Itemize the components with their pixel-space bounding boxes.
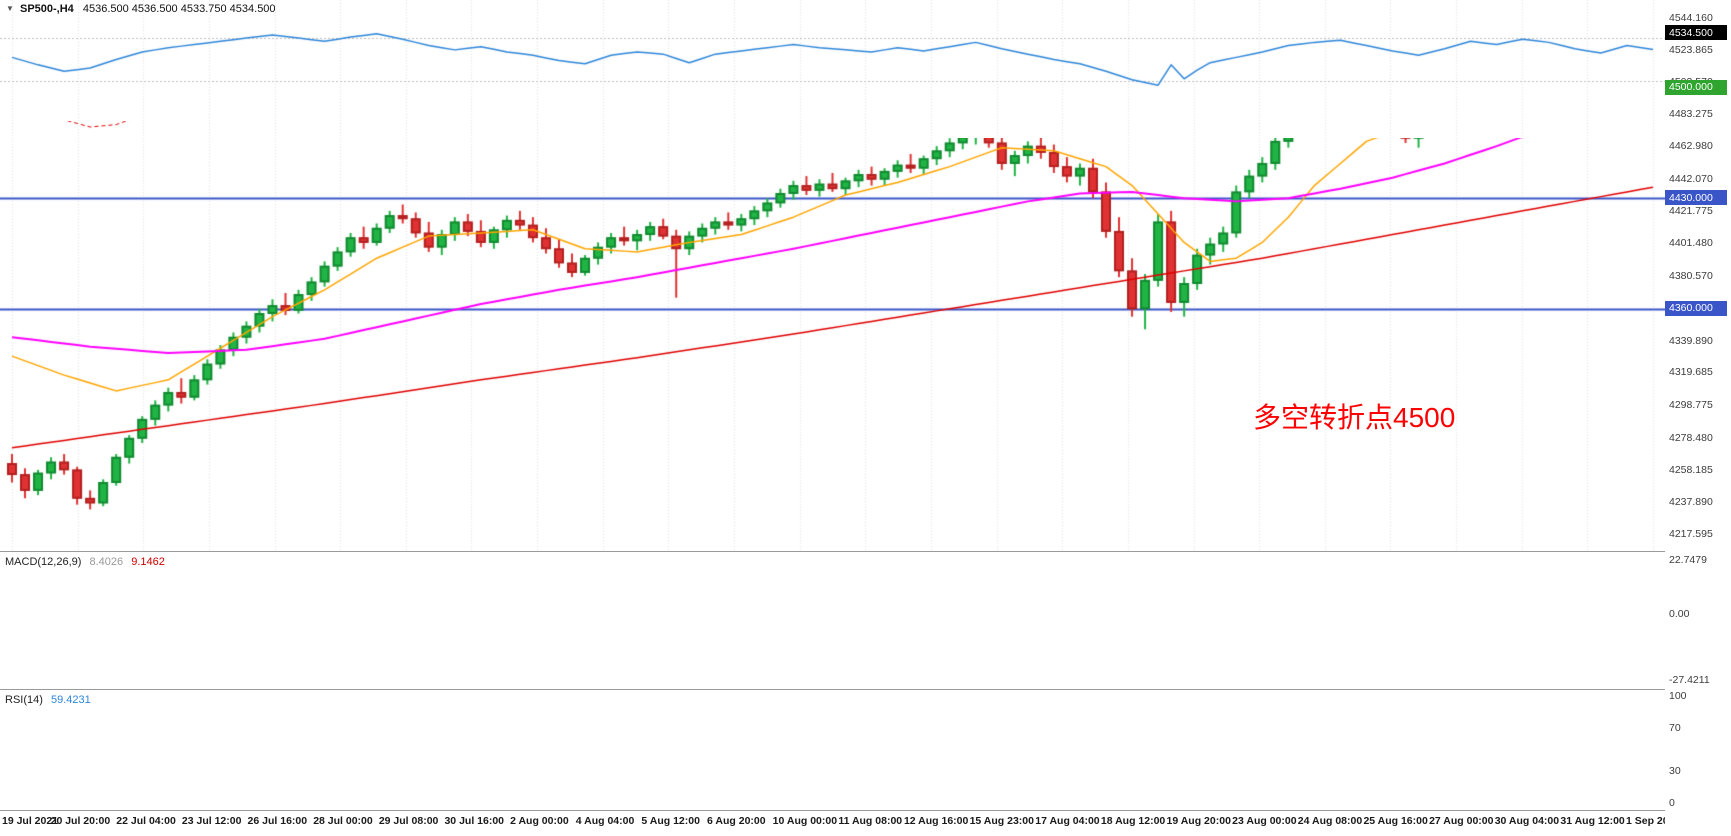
time-axis-label: 19 Jul 2021 bbox=[2, 815, 59, 827]
rsi-axis-label: 0 bbox=[1669, 797, 1675, 809]
time-axis[interactable]: 19 Jul 2021 20 Jul 20:00 22 Jul 04:00 23 Ju… bbox=[0, 811, 1684, 836]
rsi-indicator-label: RSI(14) 59.4231 bbox=[5, 694, 91, 706]
time-axis-label: 27 Aug 00:00 bbox=[1429, 815, 1494, 827]
time-axis-label: 28 Jul 00:00 bbox=[313, 815, 373, 827]
time-axis-label: 5 Aug 12:00 bbox=[641, 815, 700, 827]
rsi-axis-label: 100 bbox=[1669, 690, 1687, 702]
macd-axis-label: 0.00 bbox=[1669, 608, 1690, 621]
time-axis-label: 29 Jul 08:00 bbox=[378, 815, 439, 827]
time-axis-label: 22 Jul 04:00 bbox=[116, 815, 176, 827]
price-axis-label: 4278.480 bbox=[1669, 431, 1713, 444]
time-axis-label: 23 Aug 00:00 bbox=[1232, 815, 1297, 827]
macd-name: MACD(12,26,9) bbox=[5, 556, 82, 568]
time-axis-label: 30 Jul 16:00 bbox=[444, 815, 505, 827]
symbol-period-label: SP500-,H4 bbox=[19, 3, 74, 15]
rsi-value: 59.4231 bbox=[50, 694, 91, 706]
price-axis-label: 4544.160 bbox=[1669, 11, 1713, 24]
price-axis-label: 4339.890 bbox=[1669, 334, 1713, 347]
price-axis-label: 4442.070 bbox=[1669, 173, 1713, 186]
price-scale[interactable]: 4544.1604523.8654503.5704483.2754462.980… bbox=[1665, 0, 1731, 836]
price-axis-label: 4237.890 bbox=[1669, 495, 1713, 508]
time-axis-label: 19 Aug 20:00 bbox=[1166, 815, 1231, 827]
price-axis-label: 4319.685 bbox=[1669, 366, 1713, 379]
time-axis-label: 26 Jul 16:00 bbox=[247, 815, 308, 827]
price-axis-label: 4217.595 bbox=[1669, 527, 1713, 540]
symbol-marker-icon: ▼ bbox=[6, 4, 14, 13]
price-axis-label: 4298.775 bbox=[1669, 399, 1713, 412]
price-annotation-text[interactable]: 多空转折点4500 bbox=[1253, 402, 1456, 433]
time-axis-label: 2 Aug 00:00 bbox=[510, 815, 569, 827]
time-axis-label: 18 Aug 12:00 bbox=[1100, 815, 1166, 827]
macd-panel-separator[interactable] bbox=[0, 551, 1731, 552]
price-axis-label: 4523.865 bbox=[1669, 43, 1713, 56]
time-axis-label: 25 Aug 16:00 bbox=[1363, 815, 1428, 827]
rsi-panel-canvas[interactable] bbox=[0, 0, 1665, 121]
rsi-axis-label: 30 bbox=[1669, 764, 1681, 777]
time-axis-label: 30 Aug 04:00 bbox=[1494, 815, 1560, 827]
time-axis-label: 17 Aug 04:00 bbox=[1035, 815, 1100, 827]
macd-value-2: 9.1462 bbox=[131, 556, 165, 568]
price-axis-label: 4380.570 bbox=[1669, 270, 1713, 283]
macd-value-1: 8.4026 bbox=[89, 556, 124, 568]
time-axis-label: 15 Aug 23:00 bbox=[969, 815, 1034, 827]
time-axis-label: 12 Aug 16:00 bbox=[903, 815, 969, 827]
macd-indicator-label: MACD(12,26,9) 8.4026 9.1462 bbox=[5, 556, 165, 568]
price-badge-4360_000[interactable]: 4360.000 bbox=[1665, 300, 1727, 316]
chart-title: ▼ SP500-,H4 4536.500 4536.500 4533.750 4… bbox=[6, 3, 276, 15]
time-axis-label: 20 Jul 20:00 bbox=[50, 815, 111, 827]
price-axis-label: 4483.275 bbox=[1669, 108, 1713, 121]
price-badge-4534_500[interactable]: 4534.500 bbox=[1665, 25, 1727, 41]
time-axis-label: 10 Aug 00:00 bbox=[772, 815, 838, 827]
price-axis-label: 4421.775 bbox=[1669, 205, 1713, 218]
price-axis-label: 4258.185 bbox=[1669, 463, 1713, 476]
time-axis-label: 23 Jul 12:00 bbox=[181, 815, 242, 827]
time-axis-label: 31 Aug 12:00 bbox=[1560, 815, 1625, 827]
rsi-panel-separator[interactable] bbox=[0, 689, 1731, 690]
price-badge-4500_000[interactable]: 4500.000 bbox=[1665, 79, 1727, 95]
time-axis-label: 4 Aug 04:00 bbox=[575, 815, 635, 827]
time-axis-separator bbox=[0, 810, 1731, 811]
price-axis-label: 4462.980 bbox=[1669, 140, 1713, 153]
time-axis-label: 6 Aug 20:00 bbox=[707, 815, 766, 827]
price-axis-label: 4401.480 bbox=[1669, 237, 1713, 250]
ohlc-values: 4536.500 4536.500 4533.750 4534.500 bbox=[82, 3, 276, 15]
time-axis-label: 11 Aug 08:00 bbox=[838, 815, 903, 827]
macd-axis-label: -27.4211 bbox=[1669, 674, 1710, 686]
rsi-axis-label: 70 bbox=[1669, 722, 1681, 735]
rsi-name: RSI(14) bbox=[5, 694, 43, 706]
macd-axis-label: 22.7479 bbox=[1669, 554, 1707, 566]
price-badge-4430_000[interactable]: 4430.000 bbox=[1665, 190, 1727, 206]
time-axis-label: 24 Aug 08:00 bbox=[1297, 815, 1363, 827]
